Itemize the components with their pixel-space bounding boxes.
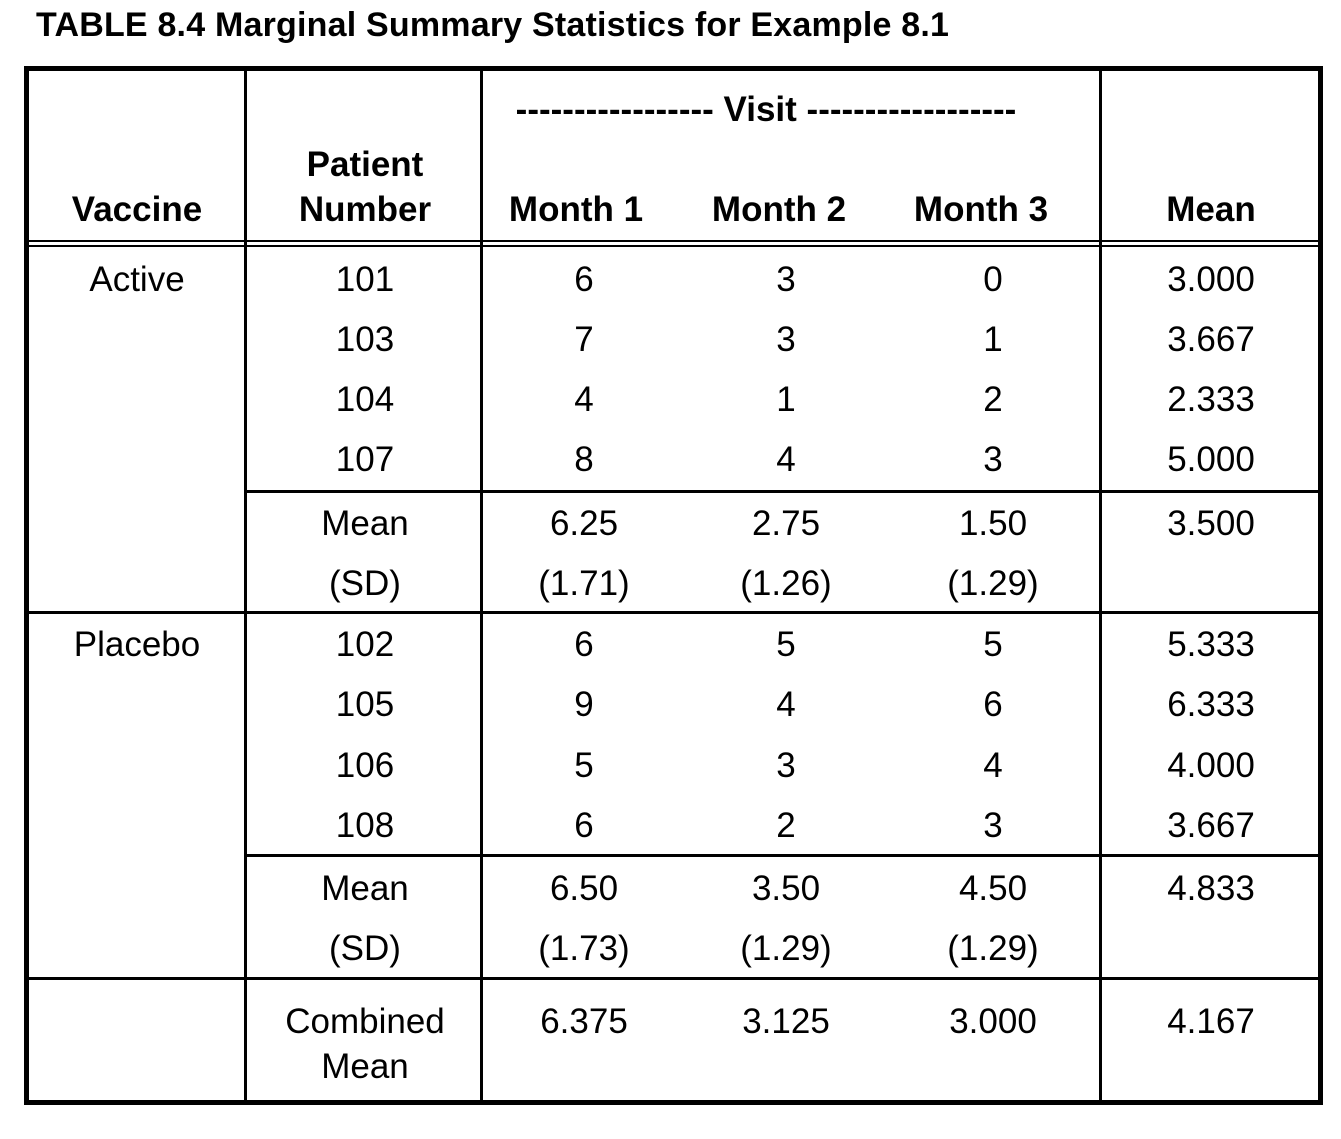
month3-value: 2	[983, 380, 1003, 419]
combined-label-line2: Mean	[321, 1047, 409, 1086]
month1-value: 9	[574, 685, 594, 724]
summary-sd-label: (SD)	[329, 564, 401, 603]
month2-value: 3	[776, 746, 796, 785]
header-rule-top	[28, 240, 1319, 242]
month3-value: 0	[983, 260, 1003, 299]
month2-value: 4	[776, 685, 796, 724]
combined-rule	[28, 977, 1319, 980]
summary-table	[24, 66, 1323, 1105]
month1-value: 5	[574, 746, 594, 785]
summary-mean-month1: 6.25	[549, 504, 619, 543]
summary-sd-month2: (1.26)	[740, 564, 832, 603]
vrule-mean	[1099, 68, 1102, 1103]
patient-id: 104	[335, 380, 395, 419]
table-title: TABLE 8.4 Marginal Summary Statistics fo…	[36, 6, 950, 44]
summary-mean-month1: 6.50	[549, 869, 619, 908]
month2-value: 4	[776, 440, 796, 479]
summary-sd-month2: (1.29)	[740, 929, 832, 968]
month2-value: 3	[776, 320, 796, 359]
header-month1: Month 1	[508, 190, 644, 229]
row-mean-value: 4.000	[1167, 746, 1255, 785]
row-mean-value: 5.333	[1167, 625, 1255, 664]
summary-mean-overall: 4.833	[1167, 869, 1255, 908]
combined-label-line1: Combined	[285, 1002, 445, 1041]
row-mean-value: 2.333	[1167, 380, 1255, 419]
row-mean-value: 3.000	[1167, 260, 1255, 299]
month2-value: 1	[776, 380, 796, 419]
placebo-summary-rule	[244, 854, 1319, 857]
month2-value: 3	[776, 260, 796, 299]
month3-value: 4	[983, 746, 1003, 785]
month3-value: 1	[983, 320, 1003, 359]
summary-mean-label: Mean	[321, 504, 409, 543]
row-mean-value: 3.667	[1167, 806, 1255, 845]
month1-value: 4	[574, 380, 594, 419]
patient-id: 103	[335, 320, 395, 359]
combined-month3: 3.000	[949, 1002, 1037, 1041]
combined-month1: 6.375	[540, 1002, 628, 1041]
header-mean: Mean	[1166, 190, 1256, 229]
patient-id: 108	[335, 806, 395, 845]
row-mean-value: 6.333	[1167, 685, 1255, 724]
month2-value: 2	[776, 806, 796, 845]
row-mean-value: 3.667	[1167, 320, 1255, 359]
summary-sd-month3: (1.29)	[947, 564, 1039, 603]
patient-id: 102	[335, 625, 395, 664]
summary-mean-month3: 1.50	[958, 504, 1028, 543]
summary-sd-label: (SD)	[329, 929, 401, 968]
month1-value: 6	[574, 625, 594, 664]
summary-sd-month3: (1.29)	[947, 929, 1039, 968]
summary-sd-month1: (1.71)	[538, 564, 630, 603]
summary-mean-overall: 3.500	[1167, 504, 1255, 543]
month1-value: 7	[574, 320, 594, 359]
month3-value: 5	[983, 625, 1003, 664]
patient-id: 101	[335, 260, 395, 299]
header-month2: Month 2	[711, 190, 847, 229]
group-vaccine-label: Active	[89, 260, 185, 299]
month1-value: 6	[574, 260, 594, 299]
month1-value: 8	[574, 440, 594, 479]
month1-value: 6	[574, 806, 594, 845]
summary-sd-month1: (1.73)	[538, 929, 630, 968]
header-rule-bottom	[28, 245, 1319, 247]
vrule-vaccine	[244, 68, 247, 1103]
active-summary-rule	[244, 490, 1319, 493]
header-month3: Month 3	[913, 190, 1049, 229]
group-vaccine-label: Placebo	[73, 625, 201, 664]
vrule-patient	[480, 68, 483, 1103]
patient-id: 107	[335, 440, 395, 479]
month3-value: 6	[983, 685, 1003, 724]
patient-id: 105	[335, 685, 395, 724]
header-vaccine: Vaccine	[71, 190, 203, 229]
patient-id: 106	[335, 746, 395, 785]
header-patient-line1: Patient	[306, 145, 424, 184]
month2-value: 5	[776, 625, 796, 664]
combined-mean: 4.167	[1167, 1002, 1255, 1041]
summary-mean-month2: 3.50	[751, 869, 821, 908]
month3-value: 3	[983, 440, 1003, 479]
month3-value: 3	[983, 806, 1003, 845]
combined-month2: 3.125	[742, 1002, 830, 1041]
summary-mean-month3: 4.50	[958, 869, 1028, 908]
header-patient-line2: Number	[298, 190, 432, 229]
group-divider	[28, 611, 1319, 614]
summary-mean-label: Mean	[321, 869, 409, 908]
row-mean-value: 5.000	[1167, 440, 1255, 479]
header-visit: ----------------- Visit ----------------…	[515, 90, 1017, 129]
summary-mean-month2: 2.75	[751, 504, 821, 543]
